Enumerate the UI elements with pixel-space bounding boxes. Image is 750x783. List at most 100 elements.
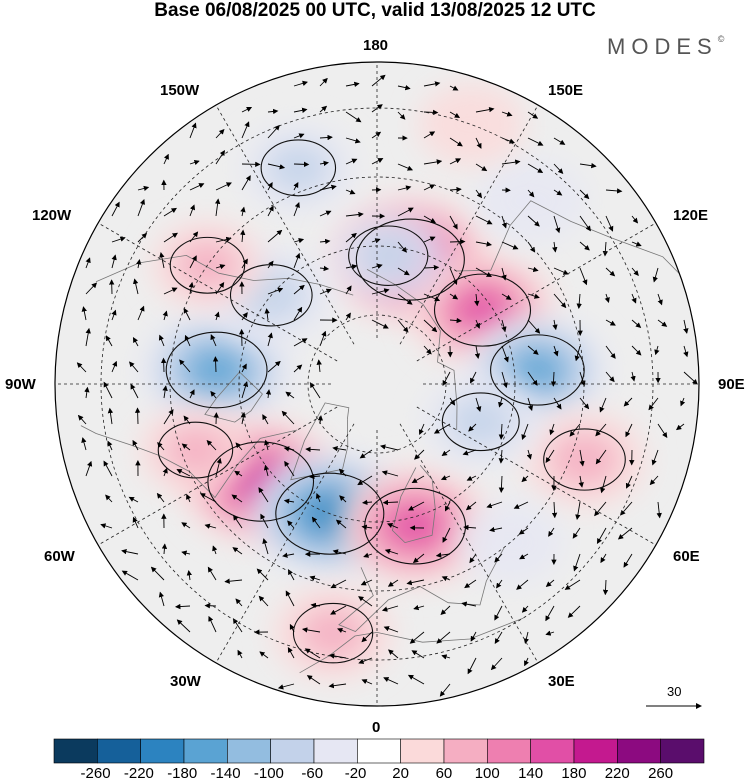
wind-vector: [204, 523, 217, 529]
wind-vector: [293, 338, 308, 347]
wind-vector: [657, 293, 663, 306]
wind-vector: [293, 364, 303, 373]
colorbar-tick-label: -60: [301, 765, 324, 782]
wind-vector: [468, 423, 477, 432]
wind-vector: [293, 284, 305, 295]
wind-vector: [461, 601, 477, 607]
wind-vector: [137, 232, 148, 243]
wind-vector: [388, 649, 399, 659]
colorbar-swatch: [270, 738, 315, 764]
colorbar-swatch: [443, 738, 488, 764]
wind-vector: [199, 493, 217, 503]
wind-vector: [287, 520, 295, 529]
lon-label-90w: 90W: [5, 376, 36, 393]
wind-vector: [264, 439, 270, 451]
wind-vector: [81, 437, 87, 451]
wind-vector: [304, 648, 321, 659]
wind-vector: [134, 407, 141, 425]
wind-vector: [466, 475, 477, 481]
wind-vector: [277, 683, 295, 690]
wind-vector: [208, 615, 217, 633]
wind-vector: [550, 371, 557, 387]
wind-vector: [475, 189, 483, 199]
wind-vector: [440, 605, 451, 616]
wind-vectors: [76, 74, 698, 697]
wind-vector: [267, 205, 274, 217]
wind-vector: [494, 631, 503, 644]
wind-vector: [345, 111, 362, 123]
wind-vector: [319, 288, 332, 295]
wind-vector: [475, 106, 495, 113]
wind-vector: [657, 423, 668, 438]
wind-vector: [652, 267, 659, 283]
wind-vector: [411, 475, 425, 484]
wind-vector: [423, 159, 443, 165]
wind-vector: [189, 255, 197, 269]
wind-vector: [423, 215, 436, 224]
wind-vector: [85, 257, 91, 269]
wind-vector: [579, 449, 585, 467]
colorbar-tick-label: 100: [474, 765, 500, 782]
wind-vector: [501, 111, 513, 117]
lon-label-30w: 30W: [170, 673, 201, 690]
wind-vector: [302, 627, 321, 633]
wind-vector: [163, 207, 177, 217]
wind-vector: [442, 527, 451, 543]
wind-vector: [214, 311, 220, 321]
wind-vector: [293, 182, 299, 191]
wind-vector: [501, 215, 507, 229]
wind-vector: [121, 570, 139, 581]
wind-vector: [521, 423, 529, 441]
wind-vector: [441, 449, 451, 457]
wind-vector: [527, 241, 536, 253]
wind-vector: [258, 595, 269, 607]
wind-vector: [631, 345, 642, 356]
colorbar-swatch: [573, 738, 618, 764]
colorbar-swatch: [400, 738, 445, 764]
wind-vector: [361, 524, 373, 530]
wind-vector: [241, 312, 248, 321]
colorbar-tick-label: 180: [561, 765, 587, 782]
wind-vector: [449, 215, 458, 230]
wind-vector: [527, 189, 535, 198]
lon-label-120w: 120W: [32, 207, 72, 224]
contour-high-labrador: [207, 441, 315, 522]
wind-vector: [231, 494, 243, 503]
wind-vector: [176, 619, 191, 633]
wind-vector: [397, 84, 411, 91]
wind-vector: [358, 596, 373, 607]
wind-vector: [605, 215, 614, 232]
wind-vector: [409, 631, 425, 644]
wind-vector: [263, 464, 270, 477]
wind-vector: [579, 371, 586, 387]
coastline-5: [338, 546, 505, 632]
wind-vector: [184, 334, 191, 347]
wind-vector: [283, 498, 295, 504]
wind-vector: [489, 526, 503, 533]
colorbar: [53, 738, 705, 764]
wind-vector: [501, 371, 508, 389]
colorbar-tick-label: -260: [80, 765, 111, 782]
colorbar-tick-label: -20: [344, 765, 367, 782]
wind-vector: [435, 552, 451, 558]
wind-vector: [357, 475, 373, 486]
colorbar-swatch: [183, 738, 228, 764]
wind-vector: [85, 460, 93, 477]
wind-vector: [241, 258, 248, 269]
wind-vector: [595, 423, 607, 437]
colorbar-swatch: [660, 738, 705, 764]
wind-vector: [605, 267, 616, 277]
anomaly-high-ne-us: [138, 406, 253, 495]
wind-vector: [439, 683, 451, 697]
wind-vector: [189, 231, 199, 243]
wind-vector: [406, 579, 425, 586]
wind-vector: [189, 204, 196, 217]
wind-vector: [215, 150, 225, 165]
wind-vector: [105, 335, 113, 347]
wind-vector: [309, 473, 321, 480]
map-title: Base 06/08/2025 00 UTC, valid 13/08/2025…: [154, 0, 596, 21]
lon-label-120e: 120E: [673, 207, 709, 224]
meridian: [399, 423, 539, 664]
colorbar-tick-label: -180: [167, 765, 198, 782]
meridian: [97, 406, 338, 546]
